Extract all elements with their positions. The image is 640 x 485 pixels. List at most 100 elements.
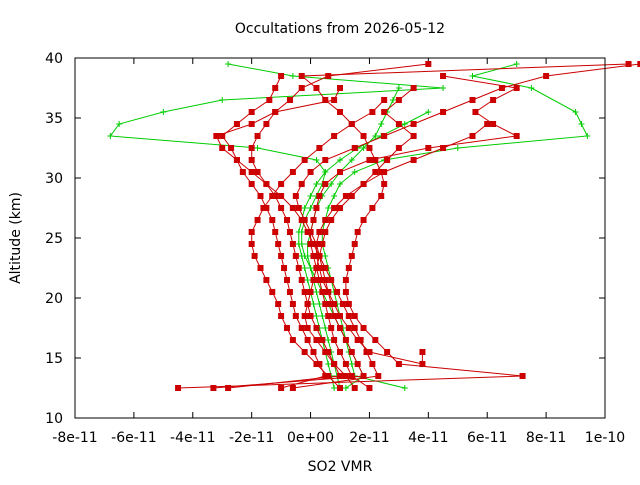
square-point [337,373,343,379]
square-point [360,373,367,379]
square-point [322,157,329,163]
plus-point [304,253,311,259]
square-point [331,133,338,139]
plus-point [328,181,335,187]
square-point [304,301,311,307]
square-point [322,97,329,103]
square-point [325,373,332,379]
square-point [233,157,240,163]
square-point [381,181,388,187]
square-point [513,133,520,139]
y-tick-label: 35 [45,111,63,127]
plus-point [295,241,302,247]
square-point [425,145,432,151]
square-point [316,145,323,151]
square-point [360,217,367,223]
plus-point [325,205,332,211]
plus-point [584,133,591,139]
square-point [328,277,335,283]
x-tick-label: 1e-10 [585,430,625,446]
plus-point [316,301,323,307]
square-point [331,337,338,343]
square-point [248,121,255,127]
square-point [345,313,352,319]
square-point [251,253,258,259]
square-point [366,145,373,151]
y-tick-label: 25 [45,231,63,247]
plus-point [331,193,338,199]
square-point [313,253,320,259]
square-point [372,337,379,343]
square-point [301,349,308,355]
square-point [322,301,329,307]
plus-point [528,85,535,91]
square-point [369,205,376,211]
square-point [331,97,338,103]
plus-point [313,181,320,187]
plus-point [378,121,385,127]
square-point [369,361,376,367]
plus-point [331,385,338,391]
square-point [272,229,279,235]
square-point [257,193,264,199]
square-point [257,265,264,271]
square-point [469,97,476,103]
square-point [354,361,361,367]
plus-point [337,157,343,163]
square-point [348,121,355,127]
square-point [325,73,332,79]
plus-point [301,265,308,271]
square-point [263,121,270,127]
square-point [272,109,279,115]
square-point [254,217,261,223]
square-point [272,85,279,91]
square-point [175,385,182,391]
square-point [319,277,326,283]
plus-point [225,61,232,67]
square-point [254,133,261,139]
square-point [419,349,426,355]
square-point [372,157,379,163]
square-point [301,313,308,319]
square-point [248,169,255,175]
square-point [337,169,343,175]
square-point [248,229,255,235]
square-point [351,313,358,319]
square-point [304,229,311,235]
square-point [304,325,311,331]
square-point [395,121,402,127]
square-point [372,169,379,175]
square-point [325,313,332,319]
square-point [292,313,299,319]
square-point [348,349,355,355]
square-point [342,193,349,199]
chart-title: Occultations from 2026-05-12 [235,21,445,37]
square-point [348,193,355,199]
square-point [233,121,240,127]
square-point [395,361,402,367]
plus-point [401,385,408,391]
square-point [316,229,323,235]
square-point [322,229,329,235]
plot-area [107,61,640,391]
square-point [410,157,417,163]
square-point [342,337,349,343]
square-point [213,133,220,139]
square-point [360,133,367,139]
y-tick-label: 30 [45,171,63,187]
square-point [328,217,335,223]
plus-point [348,361,355,367]
x-tick-label: -8e-11 [52,430,97,446]
square-point [301,157,308,163]
square-point [334,289,341,295]
square-point [298,85,305,91]
square-point [269,217,276,223]
square-point [328,325,335,331]
plus-point [322,169,329,175]
square-point [345,265,352,271]
plus-point [219,97,226,103]
x-tick-label: 6e-11 [467,430,507,446]
square-point [278,73,285,79]
square-point [322,217,329,223]
